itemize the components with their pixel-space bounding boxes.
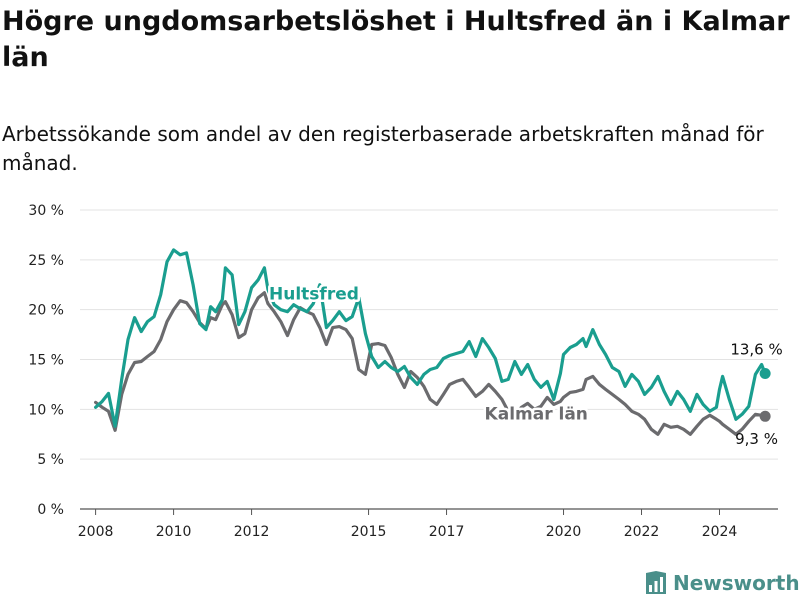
newsworthy-logo-icon: [646, 571, 666, 594]
series-lines: [93, 248, 771, 436]
x-tick-label: 2024: [702, 524, 738, 540]
x-tick-label: 2022: [624, 524, 660, 540]
series-end-point-0: [759, 367, 771, 379]
series-name-label-1: Kalmar län: [485, 404, 588, 424]
series-line-0: [93, 248, 767, 428]
series-end-value-label-1: 9,3 %: [735, 430, 778, 448]
grid-lines: [80, 209, 778, 510]
series-end-value-label-0: 13,6 %: [730, 341, 782, 359]
x-tick-label: 2008: [78, 524, 114, 540]
series-end-point-1: [759, 410, 771, 422]
y-tick-label: 25 %: [28, 253, 64, 269]
brand-logo[interactable]: Newsworthy: [645, 566, 800, 600]
series-name-label-0: Hultsfred: [269, 285, 359, 305]
y-tick-label: 30 %: [28, 203, 64, 219]
y-tick-label: 10 %: [28, 402, 64, 418]
x-tick-label: 2012: [234, 524, 270, 540]
y-tick-label: 0 %: [37, 502, 64, 518]
x-tick-label: 2020: [546, 524, 582, 540]
x-tick-label: 2017: [429, 524, 465, 540]
y-tick-label: 20 %: [28, 303, 64, 319]
y-tick-label: 15 %: [28, 353, 64, 369]
x-axis: 2008 2010 2012 2015 2017 2020 2022 2024: [78, 509, 738, 540]
line-chart: 0 %5 %10 %15 %20 %25 %30 % 2008 2010 2012 2…: [28, 203, 783, 540]
series-name-halo-1: Kalmar län: [485, 404, 588, 424]
brand-name: Newsworthy: [673, 571, 800, 595]
y-axis: 0 % 5 % 10 % 15 % 20 % 25 % 30 %: [28, 203, 64, 518]
x-tick-label: 2010: [156, 524, 192, 540]
series-name-halo-0: Hultsfred: [269, 285, 359, 305]
page-subtitle: Arbetssökande som andel av den registerb…: [2, 122, 764, 175]
y-tick-label: 5 %: [37, 452, 64, 468]
page-title: Högre ungdomsarbetslöshet i Hultsfred än…: [2, 6, 790, 73]
series-line-1: [93, 291, 767, 436]
x-tick-label: 2015: [351, 524, 387, 540]
